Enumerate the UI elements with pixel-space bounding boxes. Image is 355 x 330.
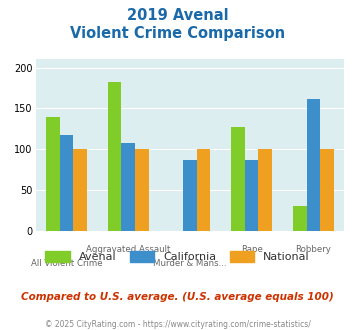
Bar: [197, 149, 210, 231]
Bar: [245, 160, 258, 231]
Bar: [293, 207, 307, 231]
Text: © 2025 CityRating.com - https://www.cityrating.com/crime-statistics/: © 2025 CityRating.com - https://www.city…: [45, 320, 310, 329]
Bar: [46, 116, 60, 231]
Bar: [73, 149, 87, 231]
Bar: [258, 149, 272, 231]
Text: All Violent Crime: All Violent Crime: [31, 259, 102, 268]
Text: Rape: Rape: [241, 245, 263, 254]
Text: Robbery: Robbery: [295, 245, 332, 254]
Text: Violent Crime Comparison: Violent Crime Comparison: [70, 26, 285, 41]
Text: 2019 Avenal: 2019 Avenal: [127, 8, 228, 23]
Bar: [320, 149, 334, 231]
Bar: [108, 82, 121, 231]
Text: Compared to U.S. average. (U.S. average equals 100): Compared to U.S. average. (U.S. average …: [21, 292, 334, 302]
Bar: [121, 143, 135, 231]
Bar: [135, 149, 148, 231]
Text: Aggravated Assault: Aggravated Assault: [86, 245, 170, 254]
Bar: [60, 135, 73, 231]
Bar: [231, 127, 245, 231]
Legend: Avenal, California, National: Avenal, California, National: [41, 247, 314, 267]
Bar: [307, 99, 320, 231]
Text: Murder & Mans...: Murder & Mans...: [153, 259, 227, 268]
Bar: [183, 160, 197, 231]
